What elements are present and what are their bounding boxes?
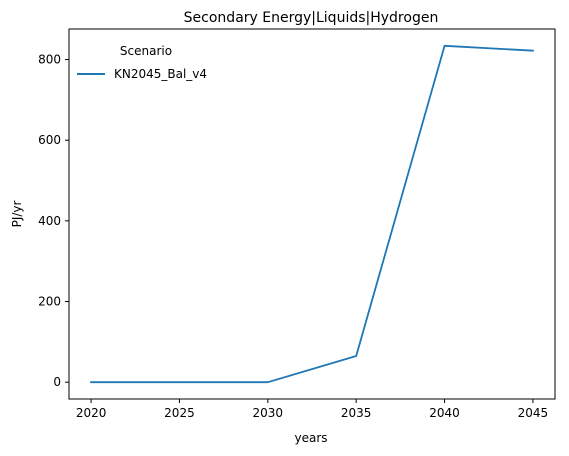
series-layer (90, 44, 534, 384)
y-tick-label: 0 (53, 375, 61, 389)
y-tick-label: 600 (38, 133, 61, 147)
plot-frame (68, 28, 556, 400)
y-tick-label: 800 (38, 53, 61, 67)
y-axis-label: PJ/yr (10, 201, 24, 228)
legend-label-kn2045-bal-v4: KN2045_Bal_v4 (114, 67, 207, 81)
chart-title: Secondary Energy|Liquids|Hydrogen (184, 10, 439, 26)
y-axis: 0 200 400 600 800 (38, 53, 69, 389)
legend: Scenario KN2045_Bal_v4 (77, 44, 207, 81)
y-tick-label: 200 (38, 295, 61, 309)
legend-title: Scenario (120, 44, 172, 58)
x-tick-label: 2040 (429, 406, 460, 420)
x-tick-label: 2030 (253, 406, 284, 420)
y-tick-label: 400 (38, 214, 61, 228)
series-line-0 (90, 44, 534, 384)
x-tick-label: 2025 (164, 406, 195, 420)
x-tick-label: 2035 (341, 406, 372, 420)
x-axis: 2020 2025 2030 2035 2040 2045 (76, 399, 548, 420)
x-tick-label: 2020 (76, 406, 107, 420)
x-axis-label: years (294, 431, 327, 445)
plot-area (68, 28, 556, 400)
x-tick-label: 2045 (518, 406, 549, 420)
